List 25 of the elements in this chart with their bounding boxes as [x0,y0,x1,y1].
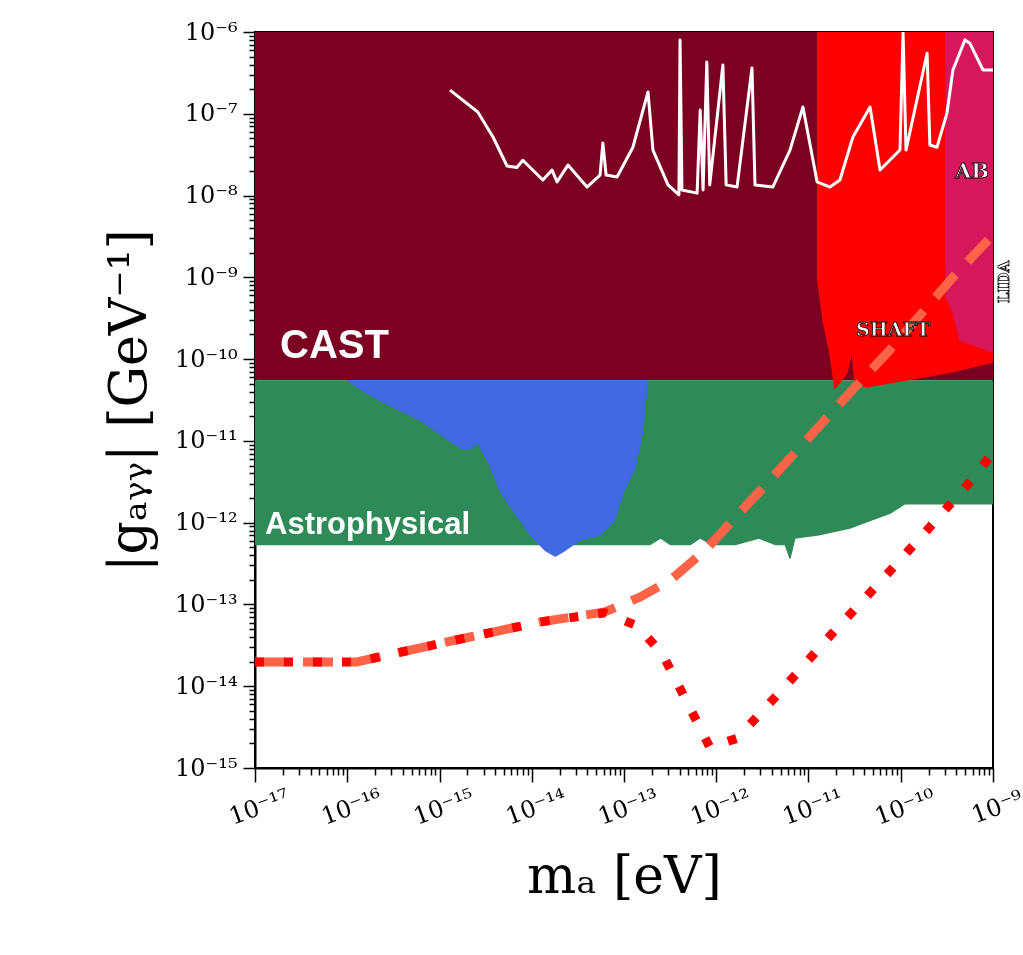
y-tick-label: 10⁻⁶ [184,17,238,46]
y-tick-label: 10⁻¹³ [175,589,238,618]
x-tick-label: 10⁻¹⁵ [409,783,478,831]
x-tick-label: 10⁻¹¹ [778,783,847,831]
y-tick-label: 10⁻¹² [175,508,238,537]
y-tick-label: 10⁻¹⁴ [175,671,238,700]
y-tick-label: 10⁻⁸ [184,181,238,210]
x-tick-label: 10⁻⁹ [967,784,1023,830]
x-tick-label: 10⁻¹² [686,783,755,831]
annotation: AB [954,158,990,183]
y-tick-label: 10⁻¹⁵ [175,753,238,782]
x-tick-label: 10⁻¹⁴ [501,783,571,831]
y-tick-label: 10⁻¹¹ [175,426,238,455]
x-axis-title: mₐ [eV] [527,844,722,905]
y-axis-title: |gₐᵧᵧ| [GeV⁻¹] [98,229,159,572]
band-label: CAST [280,322,389,367]
x-tick-label: 10⁻¹⁰ [870,783,940,831]
annotation: Astrophysical [265,506,471,541]
text: LIDA [995,260,1013,304]
y-tick-label: 10⁻¹⁰ [175,344,238,373]
x-tick-label: 10⁻¹⁷ [225,783,294,831]
y-tick-label: 10⁻⁹ [184,262,238,291]
x-tick-label: 10⁻¹⁶ [317,783,386,831]
x-tick-label: 10⁻¹³ [594,783,663,831]
y-tick-label: 10⁻⁷ [184,99,238,128]
